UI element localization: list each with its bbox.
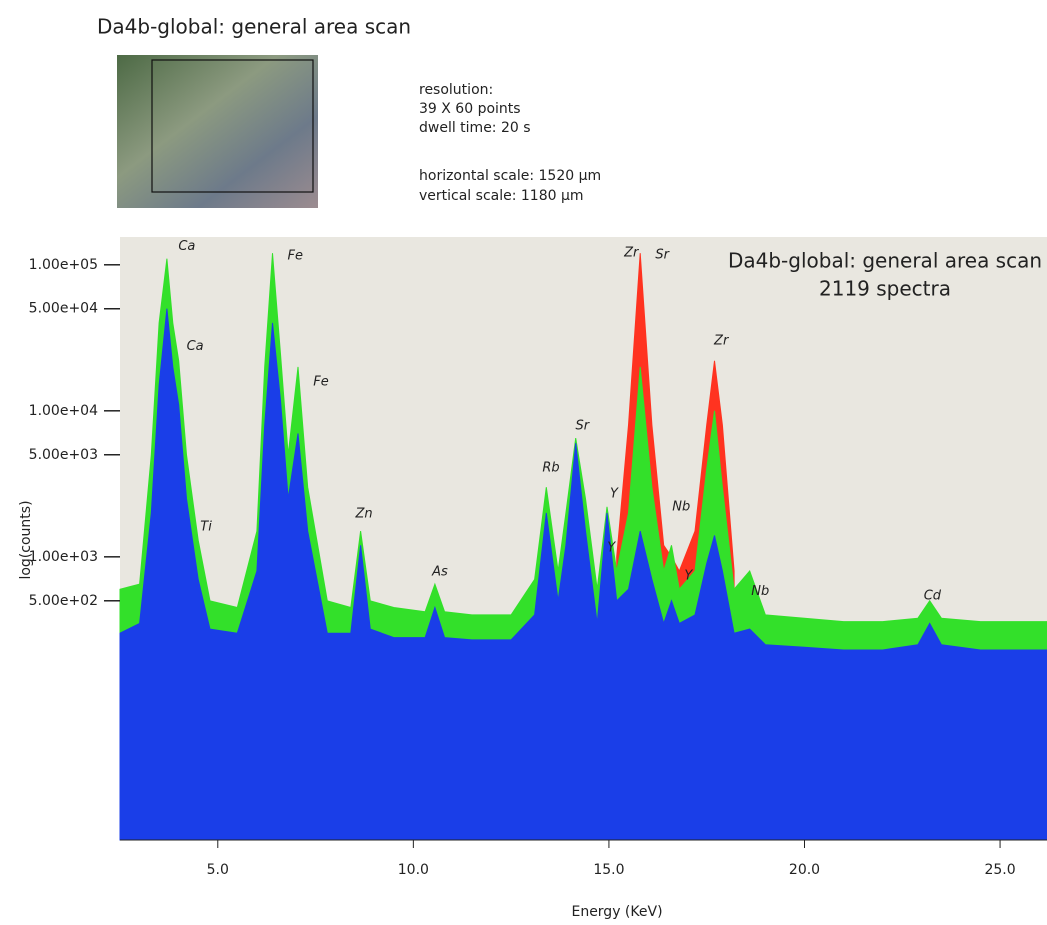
- peak-label: Nb: [672, 499, 690, 514]
- peak-label: Zr: [713, 334, 730, 349]
- peak-label: Sr: [576, 418, 591, 433]
- peak-label: Fe: [287, 248, 302, 263]
- info-text: horizontal scale: 1520 µm: [419, 168, 601, 184]
- info-text: 39 X 60 points: [419, 101, 521, 117]
- x-axis-label: Energy (KeV): [571, 904, 662, 920]
- y-tick-label: 1.00e+04: [29, 403, 98, 419]
- y-tick-label: 1.00e+03: [29, 549, 98, 565]
- peak-label: Y: [607, 540, 616, 555]
- y-tick-label: 5.00e+02: [29, 593, 98, 609]
- spectrum-area: [119, 308, 1047, 841]
- x-tick-label: 25.0: [984, 862, 1015, 878]
- scale-bar-label: 500 µm: [329, 80, 383, 96]
- peak-label: Y: [610, 486, 619, 501]
- peak-label: Ca: [187, 339, 204, 354]
- x-tick-label: 10.0: [398, 862, 429, 878]
- peak-label: Rb: [542, 460, 559, 475]
- x-tick-label: 5.0: [207, 862, 229, 878]
- y-axis-label: log(counts): [18, 500, 34, 579]
- peak-label: As: [431, 564, 448, 579]
- header-title: Da4b-global: general area scan: [97, 15, 411, 39]
- chart-title: Da4b-global: general area scan: [728, 249, 1042, 273]
- peak-label: Fe: [313, 374, 328, 389]
- peak-label: Zn: [354, 506, 372, 521]
- peak-label: Zr: [623, 246, 640, 261]
- thumbnail: [117, 55, 318, 208]
- peak-label: Ca: [178, 239, 195, 254]
- y-tick-label: 1.00e+05: [29, 257, 98, 273]
- peak-label: Sr: [655, 247, 670, 262]
- x-tick-label: 15.0: [593, 862, 624, 878]
- peak-label: Ti: [200, 520, 212, 535]
- y-tick-label: 5.00e+04: [29, 301, 98, 317]
- peak-label: Y: [684, 568, 693, 583]
- info-text: resolution:: [419, 82, 493, 98]
- scan-area: [151, 59, 314, 193]
- info-text: vertical scale: 1180 µm: [419, 188, 584, 204]
- info-text: dwell time: 20 s: [419, 120, 531, 136]
- peak-label: Nb: [751, 584, 769, 599]
- y-tick-label: 5.00e+03: [29, 447, 98, 463]
- x-tick-label: 20.0: [789, 862, 820, 878]
- chart-subtitle: 2119 spectra: [819, 277, 951, 301]
- peak-label: Cd: [924, 588, 942, 603]
